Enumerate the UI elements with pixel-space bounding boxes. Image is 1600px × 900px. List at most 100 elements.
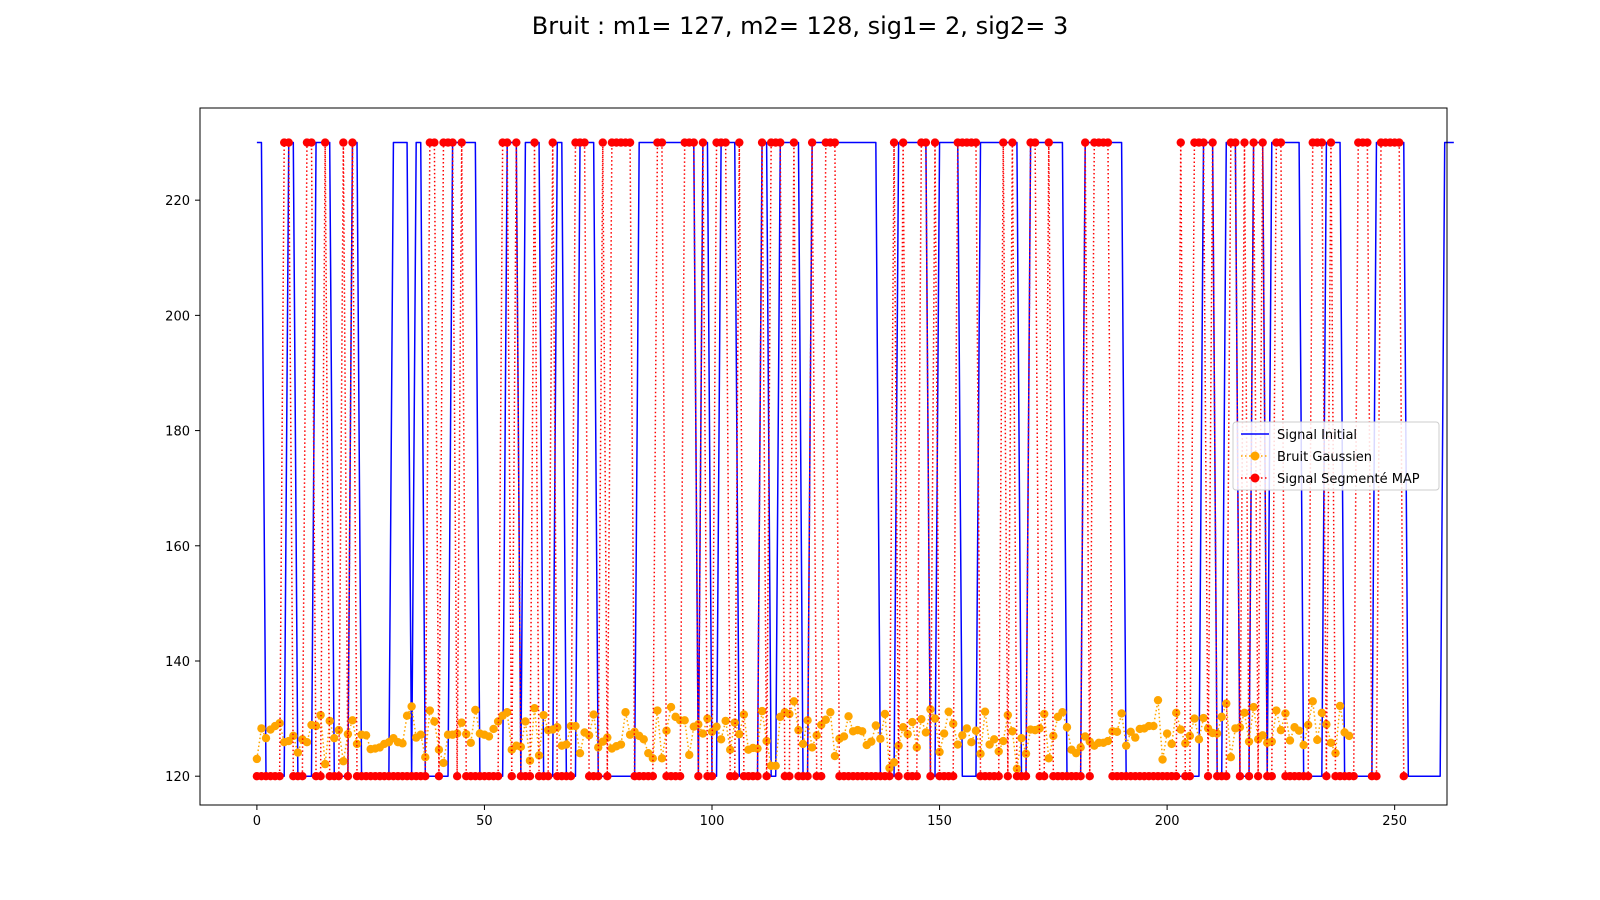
signal-segmente-map-point <box>1267 772 1276 781</box>
bruit-gaussien-point <box>1326 738 1336 747</box>
signal-segmente-map-point <box>675 772 685 781</box>
bruit-gaussien-point <box>1317 708 1327 718</box>
bruit-gaussien-point <box>812 731 821 740</box>
signal-segmente-map-point <box>625 138 635 147</box>
bruit-gaussien-point <box>789 697 799 706</box>
bruit-gaussien-point <box>844 712 853 721</box>
signal-segmente-map-point <box>334 772 344 781</box>
bruit-gaussien-point <box>302 738 312 747</box>
signal-segmente-map-point <box>580 138 589 147</box>
bruit-gaussien-point <box>1153 695 1163 705</box>
bruit-gaussien-point <box>839 732 849 741</box>
bruit-gaussien-point <box>289 731 298 741</box>
bruit-gaussien-point <box>1308 697 1317 706</box>
legend-marker-bruit-gaussien <box>1250 451 1260 461</box>
bruit-gaussien-point <box>489 724 498 734</box>
bruit-gaussien-point <box>908 717 917 727</box>
bruit-gaussien-point <box>1176 725 1185 734</box>
signal-segmente-map-point <box>885 772 894 781</box>
legend-label-signal-segmente-map: Signal Segmenté MAP <box>1277 472 1420 487</box>
bruit-gaussien-point <box>953 740 962 749</box>
signal-segmente-map-point <box>339 138 348 147</box>
bruit-gaussien-point <box>398 739 407 748</box>
bruit-gaussien-point <box>562 740 571 749</box>
bruit-gaussien-point <box>826 708 835 717</box>
signal-segmente-map-point <box>1085 772 1094 781</box>
bruit-gaussien-point <box>962 724 972 733</box>
bruit-gaussien-point <box>493 717 503 726</box>
signal-segmente-map-point <box>999 138 1008 147</box>
x-tick-label: 250 <box>1382 814 1407 829</box>
legend-marker-signal-segmente-map <box>1250 473 1260 483</box>
bruit-gaussien-point <box>553 723 562 732</box>
bruit-gaussien-point <box>361 731 371 740</box>
y-tick-label: 180 <box>165 425 190 440</box>
bruit-gaussien-point <box>1199 713 1208 723</box>
signal-segmente-map-point <box>803 772 812 781</box>
bruit-gaussien-point <box>425 706 435 715</box>
bruit-gaussien-point <box>830 751 840 761</box>
signal-segmente-map-point <box>298 772 307 781</box>
signal-segmente-map-point <box>316 772 325 781</box>
x-tick-label: 200 <box>1155 814 1180 829</box>
bruit-gaussien-point <box>1158 755 1167 764</box>
bruit-gaussien-point <box>1285 736 1295 745</box>
bruit-gaussien-point <box>352 739 362 749</box>
legend-label-signal-initial: Signal Initial <box>1277 428 1357 443</box>
signal-segmente-map-point <box>921 138 931 147</box>
bruit-gaussien-point <box>980 707 990 716</box>
signal-segmente-map-point <box>657 138 667 147</box>
signal-segmente-map-point <box>284 138 293 147</box>
bruit-gaussien-point <box>416 730 425 739</box>
bruit-gaussien-point <box>1012 764 1022 773</box>
signal-segmente-map-point <box>1244 772 1254 781</box>
bruit-gaussien-point <box>1126 727 1135 737</box>
bruit-gaussien-point <box>876 734 885 743</box>
signal-segmente-map-point <box>721 138 730 147</box>
bruit-gaussien-point <box>530 704 539 713</box>
signal-segmente-map-point <box>1199 138 1208 147</box>
bruit-gaussien-point <box>653 706 662 715</box>
signal-segmente-map-point <box>507 772 516 781</box>
bruit-gaussien-point <box>1240 708 1249 718</box>
bruit-gaussien-point <box>348 716 357 725</box>
signal-segmente-map-point <box>530 138 539 147</box>
bruit-gaussien-point <box>1167 739 1176 749</box>
signal-segmente-map-point <box>1172 772 1181 781</box>
signal-segmente-map-point <box>1044 138 1053 147</box>
bruit-gaussien-point <box>439 758 448 768</box>
signal-segmente-map-point <box>448 138 457 147</box>
signal-segmente-map-point <box>598 138 607 147</box>
bruit-gaussien-point <box>589 710 598 719</box>
bruit-gaussien-point <box>402 711 412 720</box>
bruit-gaussien-point <box>1272 706 1281 715</box>
y-tick-label: 200 <box>165 309 190 324</box>
y-tick-label: 220 <box>165 194 190 209</box>
signal-segmente-map-point <box>343 772 353 781</box>
bruit-gaussien-point <box>320 759 330 769</box>
bruit-gaussien-point <box>1017 733 1026 743</box>
signal-segmente-map-point <box>1080 138 1090 147</box>
bruit-gaussien-point <box>575 748 585 758</box>
signal-segmente-map-point <box>512 138 521 147</box>
x-tick-label: 50 <box>476 814 493 829</box>
bruit-gaussien-markers <box>252 695 1354 773</box>
signal-segmente-map-point <box>1040 772 1049 781</box>
y-tick-label: 140 <box>165 655 190 670</box>
signal-segmente-map-point <box>1395 138 1404 147</box>
bruit-gaussien-point <box>594 743 603 752</box>
bruit-gaussien-point <box>1190 714 1199 723</box>
bruit-gaussien-point <box>958 731 967 740</box>
signal-segmente-map-point <box>735 138 744 147</box>
signal-segmente-map-point <box>452 772 462 781</box>
chart-title: Bruit : m1= 127, m2= 128, sig1= 2, sig2=… <box>531 12 1069 40</box>
signal-segmente-map-point <box>689 138 698 147</box>
signal-segmente-map-point <box>457 138 466 147</box>
bruit-gaussien-point <box>898 723 908 732</box>
signal-segmente-map-point <box>493 772 503 781</box>
bruit-gaussien-point <box>976 749 985 758</box>
bruit-gaussien-point <box>252 754 262 764</box>
bruit-gaussien-point <box>334 725 344 735</box>
bruit-gaussien-point <box>421 752 430 762</box>
bruit-gaussien-point <box>867 737 876 746</box>
